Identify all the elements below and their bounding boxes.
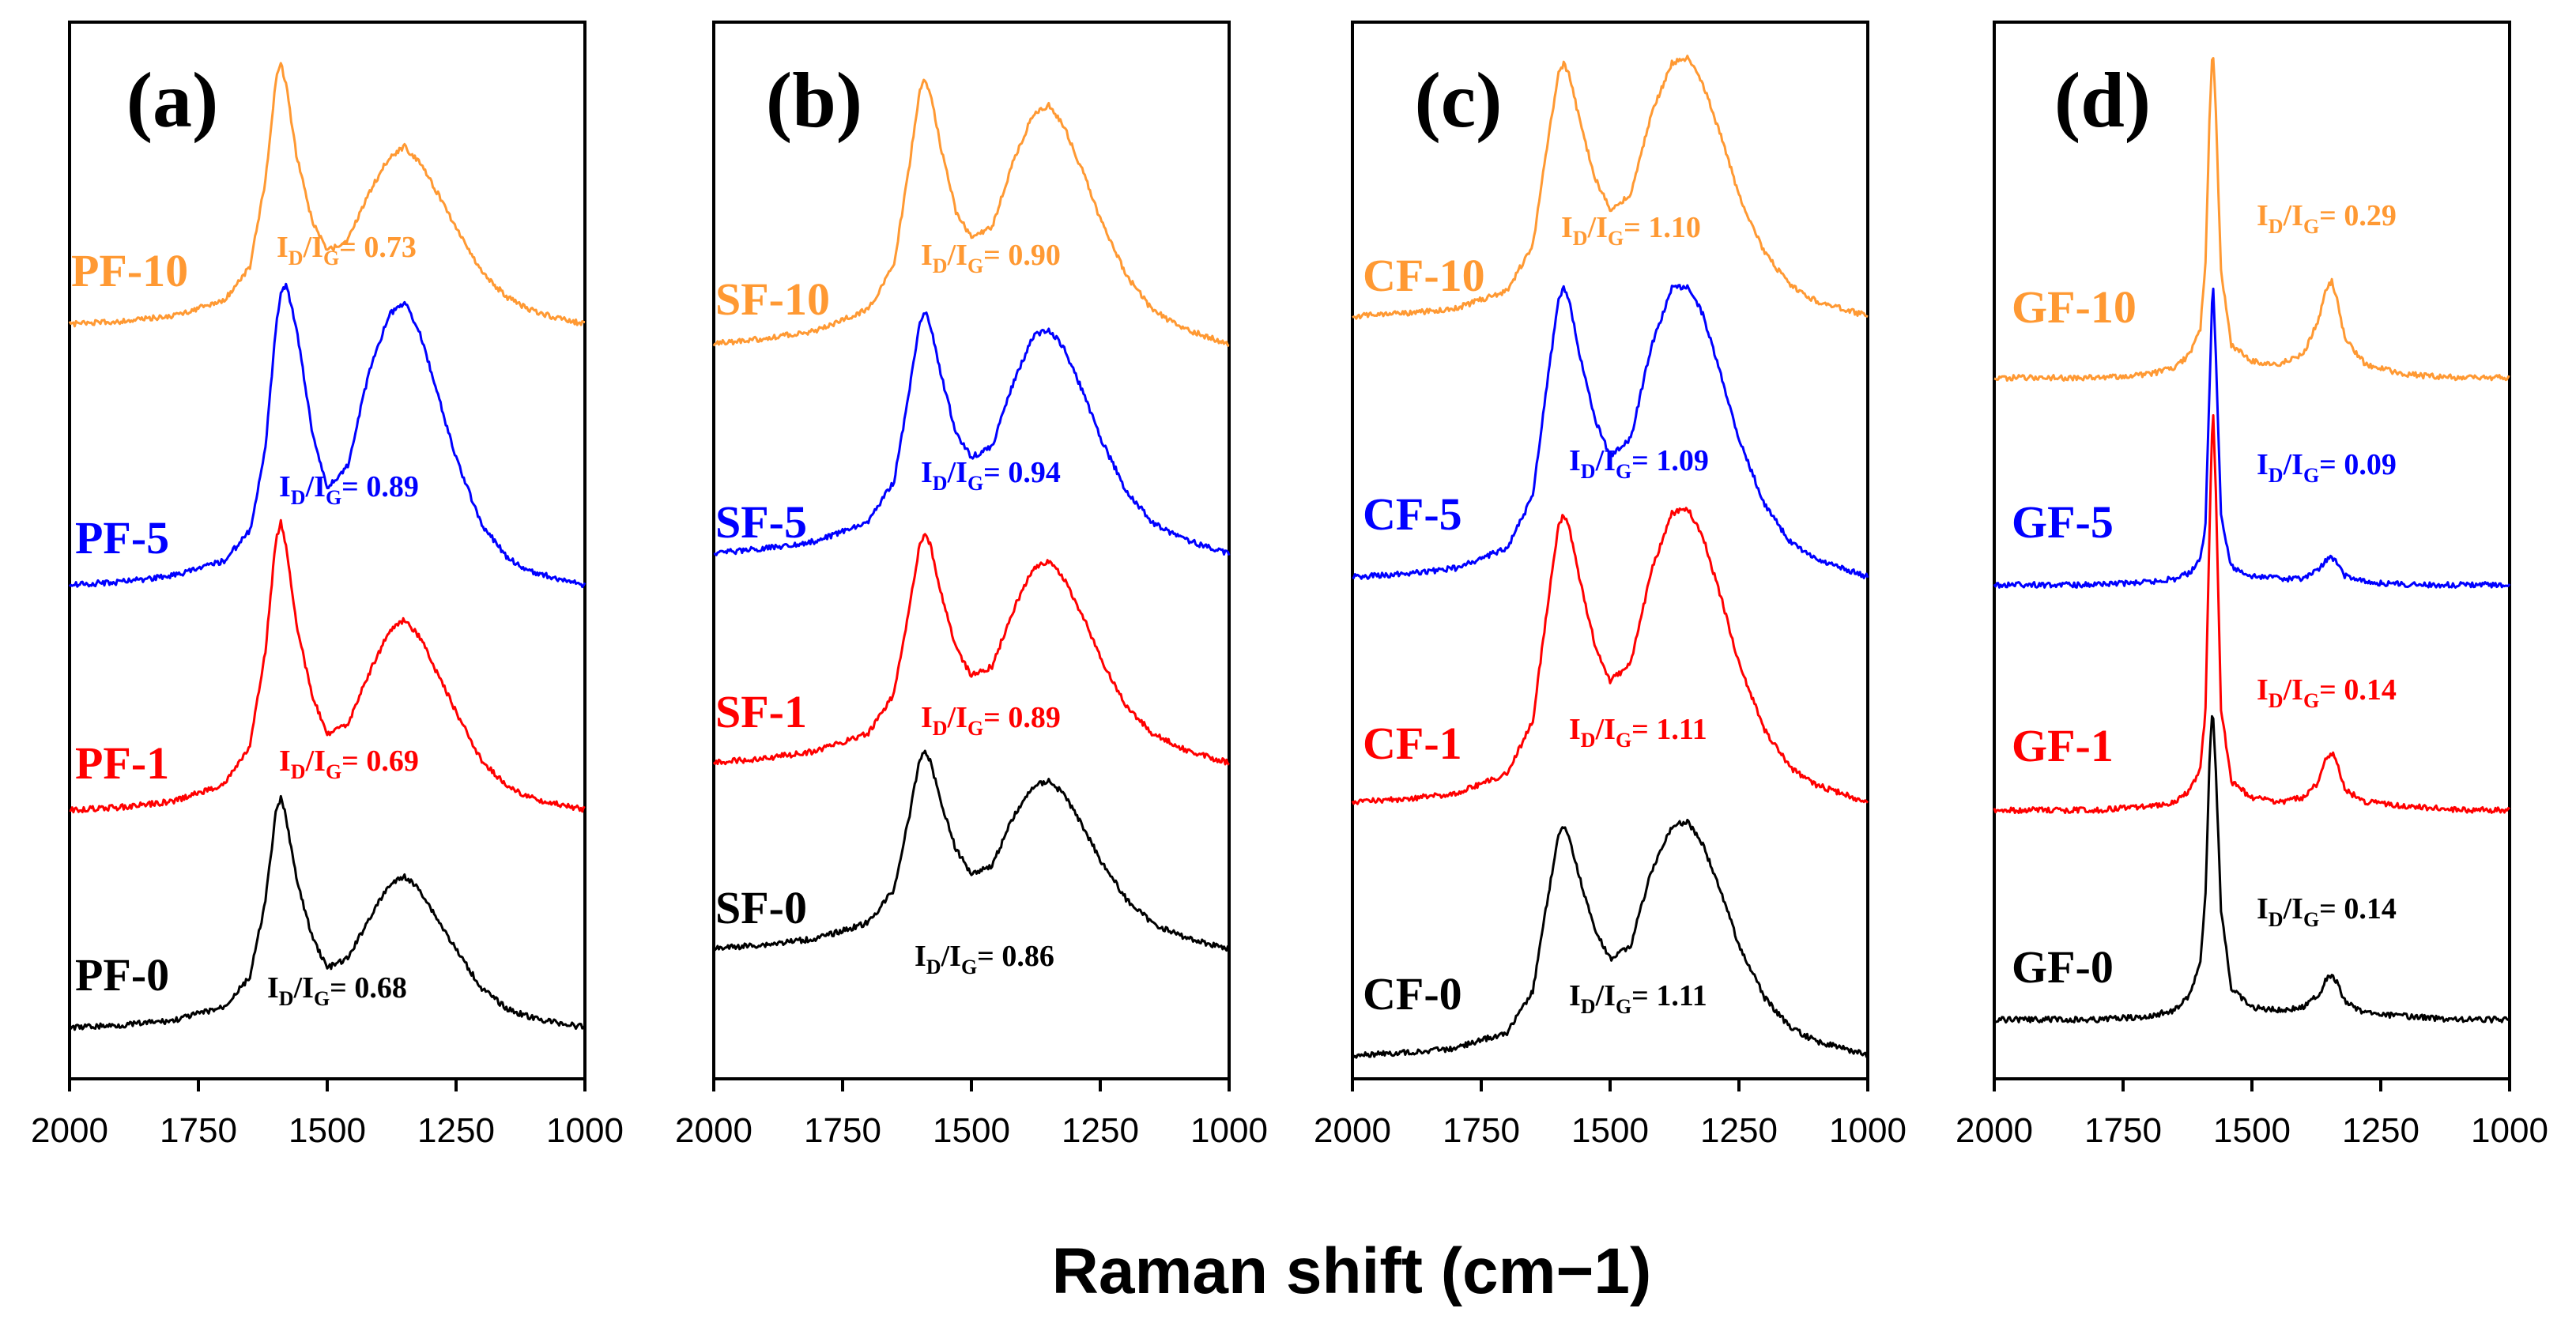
- x-tick-label: 1000: [546, 1111, 624, 1150]
- series-line-pf-5: [68, 282, 586, 589]
- ratio-label-gf-10: ID/IG= 0.29: [2257, 199, 2397, 238]
- series-label-sf-10: SF-10: [715, 273, 830, 325]
- panel-d: 2000 1750 1500 1250 1000 (d) GF-0 ID/IG= 0.14 GF…: [1956, 21, 2548, 1150]
- series-label-gf-10: GF-10: [2012, 281, 2137, 333]
- ratio-label-cf-1: ID/IG= 1.11: [1569, 713, 1707, 752]
- plot-frame: [1993, 21, 2511, 1080]
- series-label-pf-5: PF-5: [75, 512, 169, 564]
- series-label-pf-1: PF-1: [75, 737, 169, 789]
- x-tick-label: 1250: [2342, 1111, 2419, 1150]
- series-label-gf-5: GF-5: [2012, 496, 2114, 548]
- series-line-pf-0: [68, 794, 586, 1031]
- x-tick-label: 1250: [1700, 1111, 1778, 1150]
- series-line-sf-10: [712, 78, 1230, 348]
- series-line-gf-1: [1993, 414, 2510, 814]
- series-line-sf-5: [713, 311, 1231, 556]
- series-label-gf-1: GF-1: [2012, 720, 2114, 771]
- series-label-pf-10: PF-10: [71, 245, 188, 296]
- series-label-sf-5: SF-5: [715, 496, 807, 548]
- series-line-gf-0: [1993, 714, 2511, 1024]
- series-label-cf-10: CF-10: [1363, 250, 1485, 301]
- x-tick-label: 1000: [1190, 1111, 1268, 1150]
- x-tick-label: 1750: [1443, 1111, 1520, 1150]
- panel-c: 2000 1750 1500 1250 1000 (c) CF-0 ID/IG= 1.11 CF…: [1314, 21, 1907, 1150]
- ratio-label-pf-5: ID/IG= 0.89: [279, 470, 419, 509]
- series-line-cf-1: [1351, 507, 1869, 805]
- series-line-sf-1: [712, 533, 1230, 766]
- ratio-label-cf-10: ID/IG= 1.10: [1561, 211, 1701, 250]
- panel-label: (a): [126, 56, 219, 144]
- panel-b: 2000 1750 1500 1250 1000 (b) SF-0 ID/IG= 0.86 SF…: [675, 21, 1268, 1150]
- x-tick-label: 1250: [1062, 1111, 1139, 1150]
- x-tick-label: 1000: [2471, 1111, 2548, 1150]
- x-tick-label: 1750: [160, 1111, 237, 1150]
- ratio-label-pf-1: ID/IG= 0.69: [279, 745, 419, 783]
- ratio-label-gf-1: ID/IG= 0.14: [2257, 673, 2397, 712]
- panel-label: (b): [766, 56, 862, 144]
- x-tick-label: 1250: [417, 1111, 495, 1150]
- series-label-cf-0: CF-0: [1363, 968, 1462, 1020]
- plot-frame: [1351, 21, 1869, 1080]
- x-tick-label: 2000: [675, 1111, 752, 1150]
- ratio-label-sf-1: ID/IG= 0.89: [921, 701, 1061, 740]
- panel-label: (d): [2054, 56, 2151, 144]
- x-tick-label: 1000: [1829, 1111, 1907, 1150]
- series-line-gf-10: [1993, 57, 2510, 382]
- ratio-label-pf-0: ID/IG= 0.68: [267, 971, 407, 1010]
- ratio-label-sf-0: ID/IG= 0.86: [915, 940, 1054, 978]
- ratio-label-pf-10: ID/IG= 0.73: [277, 231, 417, 270]
- x-tick-label: 2000: [1956, 1111, 2033, 1150]
- series-line-cf-5: [1352, 284, 1869, 580]
- series-label-cf-5: CF-5: [1363, 488, 1462, 540]
- x-tick-label: 1500: [933, 1111, 1010, 1150]
- ratio-label-sf-5: ID/IG= 0.94: [921, 456, 1061, 495]
- series-label-cf-1: CF-1: [1363, 718, 1462, 769]
- x-tick-label: 1500: [289, 1111, 366, 1150]
- panels: 2000 1750 1500 1250 1000 (a) PF-0 ID/IG= 0.68 PF…: [31, 21, 2548, 1150]
- x-tick-label: 1500: [1571, 1111, 1649, 1150]
- series-line-sf-0: [712, 749, 1231, 952]
- panel-label: (c): [1415, 56, 1503, 144]
- x-tick-label: 1750: [2084, 1111, 2162, 1150]
- series-label-sf-0: SF-0: [715, 882, 807, 933]
- x-tick-label: 1500: [2213, 1111, 2291, 1150]
- series-line-gf-5: [1993, 287, 2511, 589]
- series-line-pf-10: [68, 62, 586, 328]
- panel-a: 2000 1750 1500 1250 1000 (a) PF-0 ID/IG= 0.68 PF…: [31, 21, 624, 1150]
- series-line-cf-0: [1351, 818, 1869, 1059]
- x-tick-label: 1750: [804, 1111, 881, 1150]
- ratio-label-gf-0: ID/IG= 0.14: [2257, 892, 2397, 931]
- ratio-label-sf-10: ID/IG= 0.90: [921, 239, 1061, 277]
- series-line-cf-10: [1352, 55, 1869, 320]
- series-label-gf-0: GF-0: [2012, 941, 2114, 993]
- x-tick-label: 2000: [1314, 1111, 1391, 1150]
- series-label-pf-0: PF-0: [75, 949, 169, 1001]
- series-line-pf-1: [69, 518, 586, 814]
- series-label-sf-1: SF-1: [715, 686, 807, 737]
- ratio-label-cf-5: ID/IG= 1.09: [1569, 444, 1709, 483]
- x-axis-title: Raman shift (cm−1): [1052, 1235, 1652, 1307]
- ratio-label-gf-5: ID/IG= 0.09: [2257, 448, 2397, 487]
- x-tick-label: 2000: [31, 1111, 108, 1150]
- ratio-label-cf-0: ID/IG= 1.11: [1569, 979, 1707, 1018]
